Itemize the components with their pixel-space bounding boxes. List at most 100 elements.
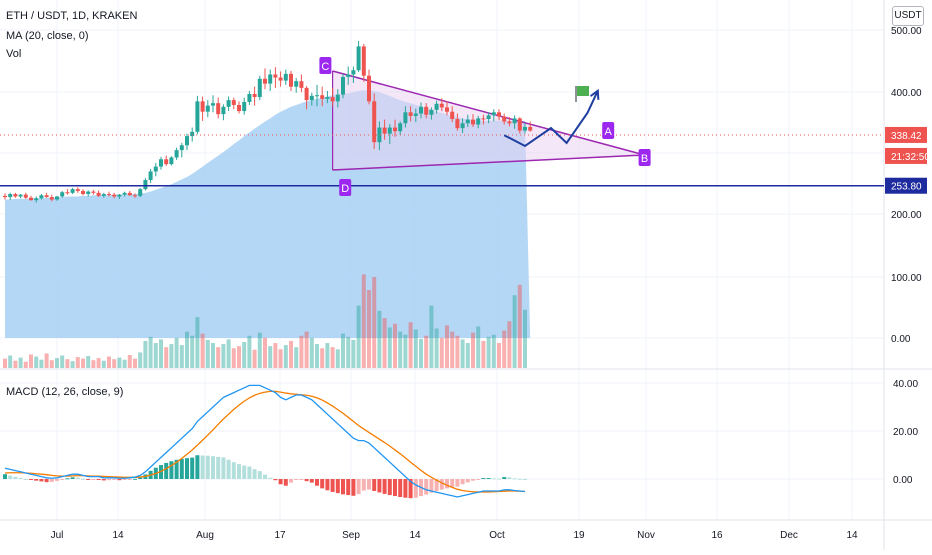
candle-body [382, 127, 387, 134]
volume-bar [23, 361, 28, 368]
volume-bar [39, 359, 44, 368]
candle-body [195, 101, 200, 132]
candle-body [231, 100, 236, 105]
volume-bar [216, 347, 221, 368]
macd-histogram-bar [289, 479, 293, 483]
candle-body [335, 94, 340, 102]
macd-histogram-bar [424, 479, 429, 495]
volume-bar [361, 274, 366, 368]
vol-legend[interactable]: Vol [6, 48, 22, 60]
candle-body [273, 74, 278, 78]
candle-body [476, 118, 481, 125]
time-tick-label: Sep [342, 530, 360, 541]
candle-body [320, 95, 325, 99]
macd-histogram-bar [356, 479, 361, 495]
candle-body [247, 94, 252, 102]
macd-histogram-bar [185, 458, 189, 479]
volume-bar [398, 331, 403, 368]
macd-histogram-bar [398, 479, 403, 497]
countdown-tag: 21:32:50 [891, 152, 930, 163]
volume-bar [372, 277, 377, 368]
support-price-tag-bg [885, 177, 927, 194]
macd-histogram-bar [382, 479, 387, 494]
volume-bar [44, 353, 49, 368]
macd-histogram-bar [117, 479, 122, 481]
macd-histogram-bar [65, 478, 70, 480]
macd-histogram-bar [393, 479, 397, 497]
volume-bar [377, 310, 382, 368]
macd-histogram-bar [450, 479, 455, 488]
macd-histogram-bar [273, 479, 278, 481]
macd-histogram-bar [278, 479, 283, 485]
macd-tick-label: 40.00 [893, 379, 918, 390]
macd-histogram-bar [455, 479, 460, 487]
volume-bar [403, 334, 408, 368]
symbol-legend[interactable]: ETH / USDT, 1D, KRAKEN [6, 10, 138, 22]
wedge-lower-line [332, 154, 645, 171]
volume-bar [356, 305, 361, 368]
macd-histogram-bar [23, 479, 28, 480]
candle-body [133, 195, 137, 197]
candle-body [18, 194, 23, 197]
candle-body [13, 194, 18, 197]
volume-bar [351, 339, 356, 368]
macd-histogram-bar [226, 459, 231, 479]
candle-body [252, 94, 257, 98]
volume-bar [476, 326, 481, 368]
macd-histogram-bar [174, 459, 179, 479]
volume-bar [268, 346, 273, 368]
volume-bar [86, 356, 91, 368]
macd-histogram-bar [294, 479, 299, 480]
macd-histogram-bar [44, 479, 49, 483]
candle-body [460, 123, 465, 129]
macd-histogram-bar [133, 478, 137, 480]
candle-body [445, 107, 449, 112]
candle-body [419, 106, 423, 114]
candle-body [356, 46, 361, 71]
candle-body [429, 109, 434, 115]
volume-bar [424, 335, 429, 368]
annotation-label-d [339, 179, 352, 196]
macd-line [4, 384, 526, 498]
currency-button[interactable]: USDT [892, 6, 924, 26]
candle-body [39, 195, 44, 199]
macd-histogram-bar [445, 479, 449, 489]
volume-bar [75, 357, 80, 368]
candle-body [523, 126, 527, 131]
macd-tick-label: 20.00 [893, 427, 918, 438]
volume-bar [320, 348, 325, 368]
ma-legend[interactable]: MA (20, close, 0) [6, 30, 89, 42]
macd-histogram-bar [476, 479, 481, 480]
volume-bar [221, 344, 226, 368]
volume-bar [517, 284, 522, 368]
volume-bar [512, 295, 517, 368]
macd-legend[interactable]: MACD (12, 26, close, 9) [6, 386, 124, 398]
volume-bar [502, 330, 507, 368]
candle-body [403, 112, 408, 124]
price-tick-label: 500.00 [891, 26, 922, 37]
macd-histogram-bar [211, 456, 215, 479]
macd-histogram-bar [86, 479, 91, 480]
volume-bar [185, 331, 189, 368]
candle-body [101, 194, 106, 196]
macd-histogram-bar [34, 479, 39, 481]
macd-histogram-bar [341, 479, 345, 495]
candle-body [387, 127, 392, 134]
macd-histogram-bar [325, 479, 330, 491]
candle-body [55, 196, 59, 200]
last-price-tag-bg [885, 126, 927, 143]
volume-bar [497, 343, 501, 368]
macd-histogram-bar [169, 461, 174, 479]
volume-bar [450, 331, 455, 368]
volume-bar [237, 346, 241, 368]
macd-histogram-bar [439, 479, 444, 490]
candle-body [112, 194, 117, 197]
volume-bar [91, 360, 96, 368]
macd-histogram-bar [330, 479, 335, 492]
volume-bar [112, 359, 117, 368]
volume-bar [122, 359, 127, 368]
candle-body [330, 97, 335, 102]
macd-histogram-bar [237, 464, 241, 479]
macd-histogram-bar [18, 478, 23, 480]
